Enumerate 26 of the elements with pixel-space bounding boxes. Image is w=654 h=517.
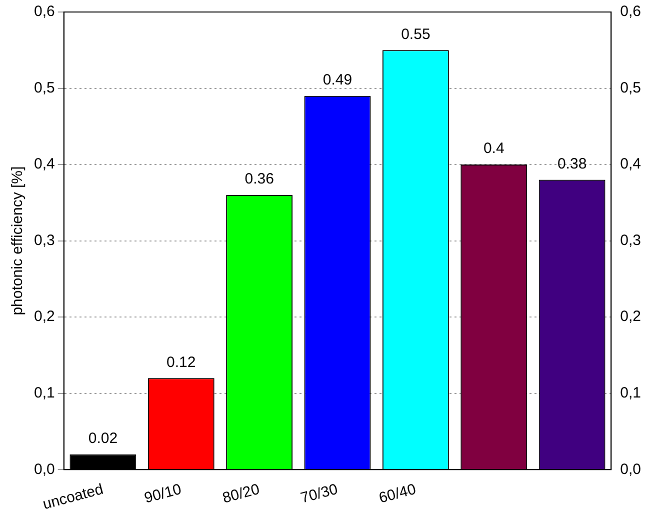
y-tick-label: 0,6	[34, 3, 55, 20]
y-tick-label: 0,1	[34, 384, 55, 402]
y2-tick-label: 0,4	[620, 156, 642, 173]
y-tick-label: 0,3	[34, 232, 55, 249]
x-tick-label: 80/20	[220, 480, 262, 507]
y2-tick-label: 0,1	[620, 384, 642, 402]
data-label: 0.4	[483, 140, 504, 158]
data-label: 0.12	[166, 354, 196, 371]
data-label: 0.55	[401, 26, 430, 43]
data-label: 0.36	[244, 170, 274, 188]
data-label: 0.02	[88, 430, 118, 448]
y2-tick-label: 0,3	[620, 232, 642, 249]
y-axis-title: photonic efficiency [%]	[9, 166, 26, 316]
data-label: 0.38	[557, 155, 587, 172]
x-tick-label: 90/10	[142, 480, 184, 507]
y2-tick-label: 0,2	[620, 308, 642, 326]
y2-tick-label: 0,0	[620, 460, 642, 478]
y-tick-label: 0,5	[34, 79, 55, 96]
y-tick-label: 0,0	[34, 460, 55, 478]
y-tick-label: 0,4	[34, 156, 55, 173]
y-tick-label: 0,2	[34, 308, 55, 326]
y2-tick-label: 0,6	[620, 3, 642, 20]
data-label: 0.49	[322, 72, 352, 89]
y2-tick-label: 0,5	[620, 79, 642, 96]
x-tick-label: 70/30	[298, 480, 340, 507]
x-tick-label: 60/40	[377, 480, 418, 507]
